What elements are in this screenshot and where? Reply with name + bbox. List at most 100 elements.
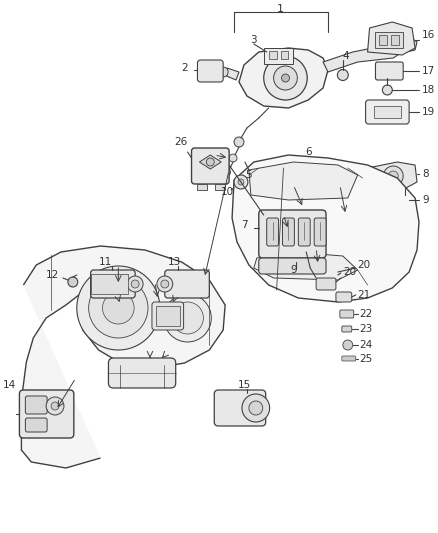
Text: 19: 19 [422, 107, 435, 117]
Circle shape [382, 85, 392, 95]
FancyBboxPatch shape [152, 302, 184, 330]
FancyBboxPatch shape [91, 270, 135, 298]
Circle shape [218, 67, 228, 77]
Circle shape [206, 158, 214, 166]
Circle shape [164, 294, 211, 342]
Text: 3: 3 [251, 35, 257, 45]
Polygon shape [393, 38, 417, 54]
FancyBboxPatch shape [314, 218, 326, 246]
Circle shape [337, 69, 348, 80]
Circle shape [401, 196, 410, 205]
Polygon shape [367, 22, 415, 55]
FancyBboxPatch shape [191, 148, 229, 184]
Circle shape [389, 171, 398, 181]
Polygon shape [239, 48, 328, 108]
Circle shape [282, 74, 290, 82]
Bar [264, 48, 293, 64]
Circle shape [157, 276, 173, 292]
FancyBboxPatch shape [316, 278, 336, 290]
Text: 4: 4 [343, 51, 349, 61]
FancyBboxPatch shape [298, 218, 310, 246]
Text: 21: 21 [358, 290, 371, 300]
FancyBboxPatch shape [340, 310, 354, 318]
Text: 13: 13 [168, 257, 181, 267]
Circle shape [131, 280, 139, 288]
Text: 14: 14 [3, 380, 17, 390]
Bar [156, 306, 180, 326]
FancyBboxPatch shape [259, 210, 326, 258]
Circle shape [234, 175, 248, 189]
Circle shape [51, 402, 59, 410]
Circle shape [274, 66, 297, 90]
Text: 18: 18 [422, 85, 435, 95]
Circle shape [161, 280, 169, 288]
Text: 26: 26 [174, 137, 187, 147]
Text: 20: 20 [358, 260, 371, 270]
Circle shape [77, 266, 160, 350]
Polygon shape [199, 155, 221, 169]
Circle shape [224, 168, 230, 175]
Circle shape [234, 137, 244, 147]
Text: 5: 5 [246, 170, 252, 180]
Text: 7: 7 [240, 220, 247, 230]
Text: 1: 1 [277, 4, 284, 14]
Bar [379, 35, 387, 45]
Polygon shape [21, 246, 225, 468]
FancyBboxPatch shape [165, 270, 209, 298]
Text: 8: 8 [422, 169, 429, 179]
Text: 24: 24 [360, 340, 373, 350]
Bar [374, 106, 401, 118]
Circle shape [68, 277, 78, 287]
Bar [198, 184, 207, 190]
Text: 22: 22 [360, 309, 373, 319]
Bar [280, 51, 289, 59]
FancyBboxPatch shape [342, 356, 356, 361]
Circle shape [127, 276, 143, 292]
Circle shape [229, 154, 237, 162]
Bar [91, 274, 128, 294]
Circle shape [46, 397, 64, 415]
Text: 25: 25 [360, 354, 373, 364]
FancyBboxPatch shape [25, 396, 47, 414]
Bar [268, 51, 276, 59]
Text: 16: 16 [422, 30, 435, 40]
Polygon shape [249, 162, 358, 200]
Text: 10: 10 [221, 187, 234, 197]
Circle shape [343, 340, 353, 350]
Circle shape [293, 254, 300, 262]
FancyBboxPatch shape [267, 218, 279, 246]
FancyBboxPatch shape [109, 358, 176, 388]
Circle shape [242, 394, 270, 422]
FancyBboxPatch shape [342, 326, 352, 332]
Text: 9: 9 [290, 265, 297, 275]
Bar [375, 32, 403, 48]
FancyBboxPatch shape [19, 390, 74, 438]
Text: 9: 9 [422, 195, 429, 205]
Text: 20: 20 [343, 267, 356, 277]
FancyBboxPatch shape [336, 292, 352, 302]
FancyBboxPatch shape [198, 60, 223, 82]
Bar [215, 184, 225, 190]
Text: 2: 2 [181, 63, 188, 73]
Text: 6: 6 [305, 147, 311, 157]
Text: 12: 12 [46, 270, 59, 280]
Text: 23: 23 [360, 324, 373, 334]
Polygon shape [232, 155, 419, 302]
Polygon shape [367, 162, 417, 190]
Text: 17: 17 [422, 66, 435, 76]
FancyBboxPatch shape [25, 418, 47, 432]
Text: 15: 15 [237, 380, 251, 390]
Circle shape [238, 179, 244, 185]
FancyBboxPatch shape [375, 62, 403, 80]
Circle shape [264, 56, 307, 100]
Circle shape [383, 166, 403, 186]
FancyBboxPatch shape [259, 258, 326, 274]
Circle shape [172, 302, 203, 334]
FancyBboxPatch shape [214, 390, 266, 426]
Text: 11: 11 [99, 257, 112, 267]
Polygon shape [224, 68, 239, 80]
Circle shape [88, 278, 148, 338]
Circle shape [102, 292, 134, 324]
Circle shape [249, 401, 263, 415]
Bar [391, 35, 399, 45]
